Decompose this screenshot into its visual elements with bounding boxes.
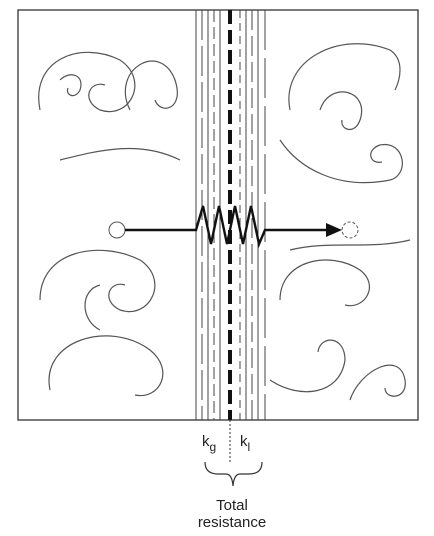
target-molecule [341, 221, 359, 239]
eddies [38, 43, 411, 401]
kl-label: kl [240, 433, 250, 454]
resistance-label: resistance [198, 514, 266, 531]
total-label: Total [216, 497, 248, 514]
transfer-path [125, 205, 330, 248]
kg-label: kg [202, 433, 216, 454]
source-molecule [108, 221, 126, 239]
frame [17, 9, 419, 421]
brace [204, 461, 263, 487]
arrowhead [326, 223, 342, 237]
